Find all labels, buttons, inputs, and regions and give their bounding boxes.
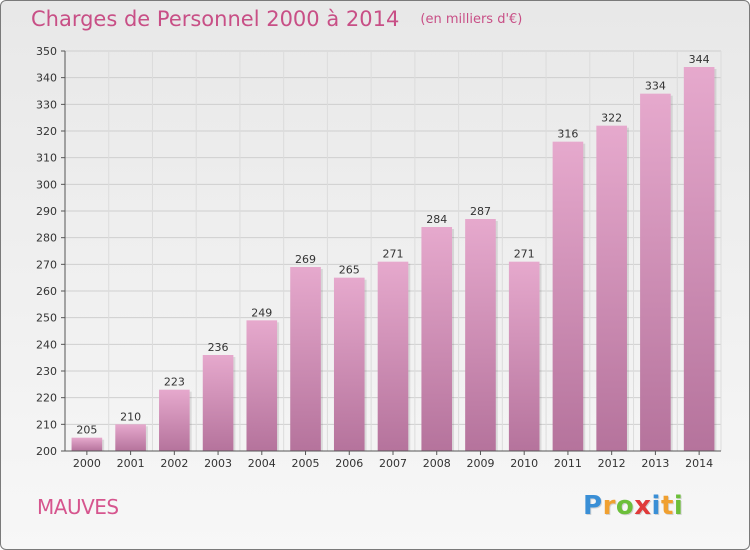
bar-2014 <box>683 67 715 451</box>
y-tick-label: 300 <box>36 178 57 191</box>
value-label-2008: 284 <box>426 213 447 226</box>
x-tick-label-2010: 2010 <box>510 457 538 470</box>
logo-letter: r <box>602 491 616 521</box>
y-tick-label: 270 <box>36 258 57 271</box>
logo-letter: o <box>615 491 635 521</box>
y-tick-label: 240 <box>36 338 57 351</box>
y-tick-label: 220 <box>36 392 57 405</box>
x-tick-label-2014: 2014 <box>685 457 713 470</box>
logo-letter: i <box>673 491 684 521</box>
logo-letter: P <box>583 491 603 521</box>
logo-letter: t <box>660 491 674 521</box>
bar-2003 <box>202 355 234 451</box>
x-tick-label-2012: 2012 <box>598 457 626 470</box>
y-tick-label: 320 <box>36 125 57 138</box>
bar-2005 <box>290 267 321 451</box>
y-tick-label: 200 <box>36 445 57 458</box>
bar-2002 <box>159 389 190 451</box>
value-label-2011: 316 <box>557 128 578 141</box>
x-tick-label-2013: 2013 <box>641 457 669 470</box>
y-tick-label: 310 <box>36 152 57 165</box>
value-label-2000: 205 <box>76 424 97 437</box>
x-tick-label-2008: 2008 <box>423 457 451 470</box>
bar-2013 <box>640 93 671 452</box>
bar-2006 <box>333 277 365 451</box>
bar-2009 <box>465 219 496 451</box>
bar-2012 <box>596 125 627 452</box>
value-label-2001: 210 <box>120 410 141 423</box>
value-label-2005: 269 <box>295 253 316 266</box>
x-tick-label-2005: 2005 <box>292 457 320 470</box>
value-label-2007: 271 <box>383 248 404 261</box>
value-label-2009: 287 <box>470 205 491 218</box>
x-tick-label-2002: 2002 <box>160 457 188 470</box>
chart-subtitle: (en milliers d'€) <box>420 12 523 27</box>
value-label-2006: 265 <box>339 264 360 277</box>
y-tick-label: 210 <box>36 418 57 431</box>
chart-title: Charges de Personnel 2000 à 2014 <box>31 7 400 31</box>
value-label-2003: 236 <box>208 341 229 354</box>
value-label-2004: 249 <box>251 306 272 319</box>
bar-2010 <box>508 261 540 451</box>
x-tick-label-2009: 2009 <box>466 457 494 470</box>
bar-2000 <box>71 437 103 451</box>
value-label-2014: 344 <box>689 53 710 66</box>
x-tick-label-2000: 2000 <box>73 457 101 470</box>
value-label-2013: 334 <box>645 80 666 93</box>
y-tick-label: 350 <box>36 45 57 58</box>
x-tick-label-2011: 2011 <box>554 457 582 470</box>
y-tick-label: 330 <box>36 98 57 111</box>
y-tick-label: 250 <box>36 312 57 325</box>
x-tick-label-2007: 2007 <box>379 457 407 470</box>
bar-2004 <box>246 320 278 451</box>
value-label-2010: 271 <box>514 248 535 261</box>
y-tick-label: 280 <box>36 232 57 245</box>
title-block: Charges de Personnel 2000 à 2014 (en mil… <box>31 7 522 31</box>
x-tick-label-2003: 2003 <box>204 457 232 470</box>
bar-2011 <box>552 141 584 451</box>
y-tick-label: 290 <box>36 205 57 218</box>
x-tick-label-2006: 2006 <box>335 457 363 470</box>
proxiti-logo: Proxiti <box>583 491 683 521</box>
value-label-2012: 322 <box>601 112 622 125</box>
bar-2001 <box>115 424 146 451</box>
bar-2008 <box>421 227 453 451</box>
bar-2007 <box>377 261 409 451</box>
value-label-2002: 223 <box>164 376 185 389</box>
logo-letter: x <box>634 491 652 521</box>
town-name: MAUVES <box>37 495 119 519</box>
x-tick-label-2004: 2004 <box>248 457 276 470</box>
y-tick-label: 340 <box>36 72 57 85</box>
x-tick-label-2001: 2001 <box>117 457 145 470</box>
y-tick-label: 230 <box>36 365 57 378</box>
logo-letter: i <box>651 491 661 521</box>
y-tick-label: 260 <box>36 285 57 298</box>
